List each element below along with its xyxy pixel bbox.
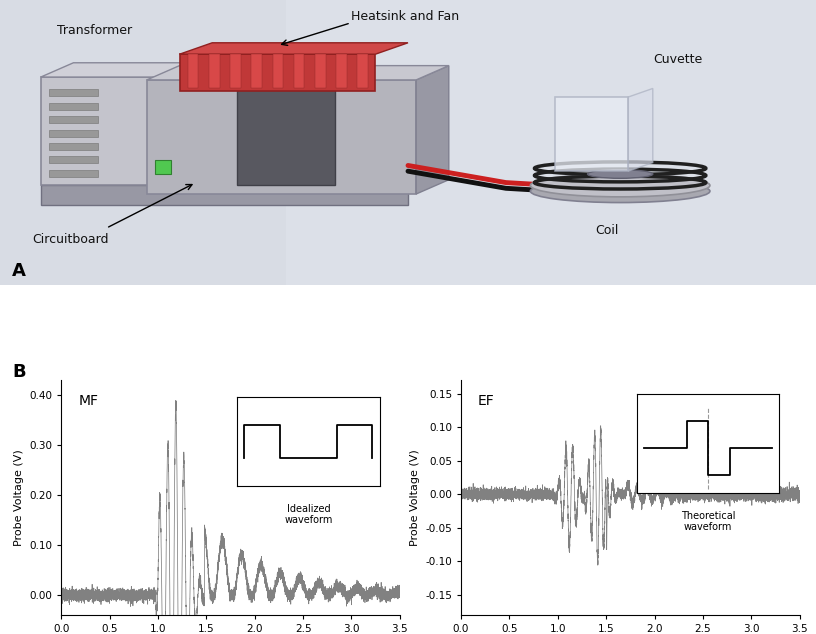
Polygon shape <box>416 65 449 194</box>
Polygon shape <box>180 43 408 55</box>
Bar <box>230 55 241 88</box>
Bar <box>49 170 98 177</box>
Text: Coil: Coil <box>596 224 619 237</box>
Bar <box>273 55 283 88</box>
FancyBboxPatch shape <box>147 80 416 194</box>
Text: B: B <box>12 363 26 381</box>
Bar <box>357 55 368 88</box>
Bar <box>49 89 98 96</box>
Bar <box>49 116 98 123</box>
Polygon shape <box>155 63 188 185</box>
Text: EF: EF <box>478 394 494 408</box>
Bar <box>315 55 326 88</box>
Ellipse shape <box>588 170 653 178</box>
Text: Heatsink and Fan: Heatsink and Fan <box>351 10 459 23</box>
FancyBboxPatch shape <box>237 88 335 185</box>
FancyBboxPatch shape <box>555 97 628 171</box>
Text: Circuitboard: Circuitboard <box>33 233 109 245</box>
Bar <box>155 160 171 174</box>
Bar <box>251 55 262 88</box>
Text: Cuvette: Cuvette <box>653 53 702 66</box>
Bar <box>49 157 98 164</box>
FancyBboxPatch shape <box>41 77 155 185</box>
Bar <box>49 143 98 150</box>
Bar <box>209 55 220 88</box>
Polygon shape <box>147 65 449 80</box>
Ellipse shape <box>530 180 710 202</box>
Text: MF: MF <box>78 394 98 408</box>
Bar <box>49 129 98 137</box>
Y-axis label: Probe Voltage (V): Probe Voltage (V) <box>14 450 24 546</box>
Bar <box>294 55 304 88</box>
Ellipse shape <box>530 174 710 197</box>
Bar <box>188 55 198 88</box>
Text: Transformer: Transformer <box>57 24 132 37</box>
Bar <box>49 103 98 110</box>
Text: A: A <box>12 262 26 280</box>
Bar <box>336 55 347 88</box>
Polygon shape <box>41 63 188 77</box>
Y-axis label: Probe Voltage (V): Probe Voltage (V) <box>410 450 419 546</box>
Polygon shape <box>41 185 408 205</box>
Bar <box>286 0 816 285</box>
Polygon shape <box>628 88 653 171</box>
FancyBboxPatch shape <box>180 55 375 91</box>
